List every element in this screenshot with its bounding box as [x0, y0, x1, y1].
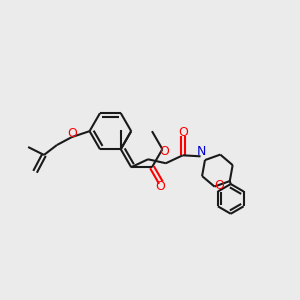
Text: O: O — [178, 126, 188, 139]
Text: O: O — [155, 180, 165, 193]
Text: O: O — [159, 145, 169, 158]
Text: N: N — [197, 145, 206, 158]
Text: O: O — [214, 179, 224, 192]
Text: O: O — [67, 127, 77, 140]
